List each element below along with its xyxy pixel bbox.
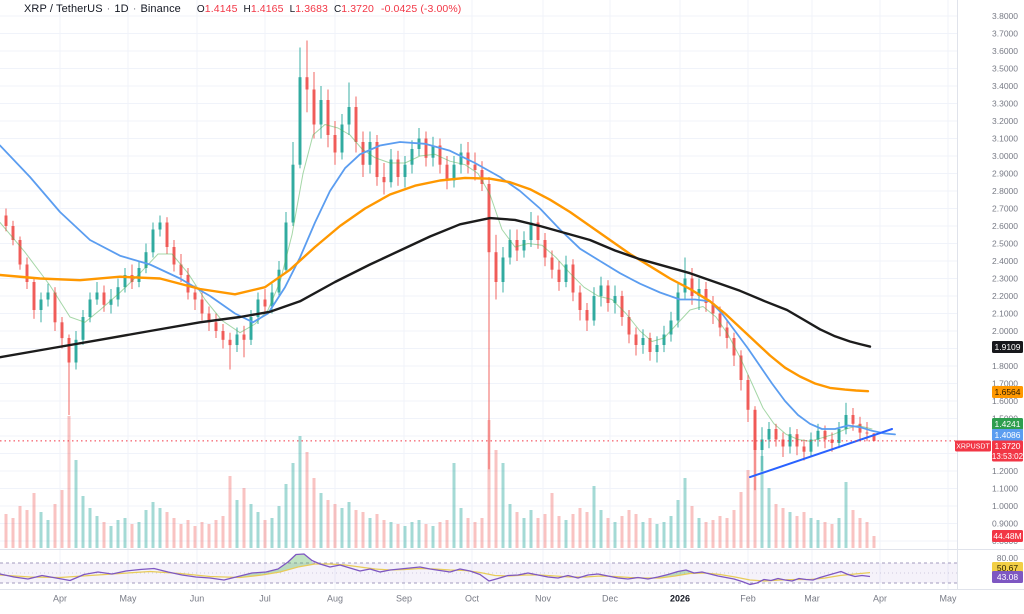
price-axis-label: 3.3000 [992, 99, 1018, 109]
price-axis-label: 2.2000 [992, 291, 1018, 301]
exchange-label[interactable]: Binance [140, 3, 181, 15]
ohlc-value: 1.4165 [250, 3, 284, 15]
price-axis-label: 3.5000 [992, 64, 1018, 74]
time-axis-label: Jun [190, 594, 205, 604]
ohlc-value: 1.3683 [295, 3, 328, 15]
price-axis-label: 2.4000 [992, 256, 1018, 266]
time-axis-label: Oct [465, 594, 480, 604]
ma-200-price-badge-text: 1.9109 [995, 342, 1021, 352]
price-axis-label: 2.1000 [992, 309, 1018, 319]
price-axis-label: 2.6000 [992, 221, 1018, 231]
ohlc-value: 1.4145 [204, 3, 238, 15]
separator-dot: · [106, 3, 111, 15]
ma-mid-blue-line [0, 141, 896, 436]
price-axis-label: 1.8000 [992, 361, 1018, 371]
chart-legend: XRP / TetherUS · 1D · Binance O1.4145 H1.4165 L… [24, 3, 461, 15]
time-axis-label: May [119, 594, 137, 604]
time-axis[interactable]: Apr May Jun Jul Aug Sep Oct Nov Dec 2026 Feb Mar Apr… [53, 594, 957, 604]
last-price-badge-text: 1.3720 [995, 441, 1021, 451]
ma-long-price-badge-text: 1.6564 [995, 387, 1021, 397]
ma-long-price-badge [992, 386, 1023, 398]
ohlc-values: O1.4145 H1.4165 L1.3683 C1.3720 [191, 3, 374, 15]
price-axis-label: 2.7000 [992, 204, 1018, 214]
price-axis-label: 1.1000 [992, 484, 1018, 494]
price-axis-label: 1.6000 [992, 396, 1018, 406]
ma-200-black-line [0, 216, 872, 359]
price-axis-label: 3.1000 [992, 134, 1018, 144]
price-axis-label: 2.9000 [992, 169, 1018, 179]
ma-mid-price-badge [992, 429, 1023, 441]
time-axis-label: Apr [53, 594, 67, 604]
rsi-overbought-fill [238, 554, 312, 578]
time-axis-label: May [939, 594, 957, 604]
price-axis-label: 1.2000 [992, 466, 1018, 476]
ma-short-green-line [0, 124, 873, 442]
rsi-pane [0, 553, 957, 586]
change-value: -0.0425 (-3.00%) [381, 3, 462, 15]
volume-bars [4, 410, 876, 548]
timeframe-label[interactable]: 1D [114, 3, 129, 15]
price-axis-label: 0.9000 [992, 519, 1018, 529]
time-axis-label: Nov [535, 594, 552, 604]
time-axis-label: Dec [602, 594, 619, 604]
candles-layer [4, 40, 876, 491]
price-axis-label: 3.8000 [992, 11, 1018, 21]
ma-short-price-badge [992, 418, 1023, 430]
time-axis-label: Mar [804, 594, 820, 604]
ma-long-orange-line [0, 176, 870, 393]
time-axis-label: Apr [873, 594, 887, 604]
rsi-axis-label: 80.00 [997, 553, 1019, 563]
separator-dot: · [132, 3, 137, 15]
price-axis-label: 2.0000 [992, 326, 1018, 336]
grid-layer [0, 0, 957, 590]
price-axis-label: 2.8000 [992, 186, 1018, 196]
rsi-ma-badge-text: 50.67 [997, 563, 1019, 573]
price-axis-label: 3.6000 [992, 46, 1018, 56]
symbol-price-tag [955, 440, 991, 452]
rsi-ma-line [0, 563, 871, 582]
rsi-line [0, 553, 871, 586]
symbol-price-tag-text: XRPUSDT [956, 444, 990, 451]
ohlc-value: 1.3720 [341, 3, 374, 15]
price-axis-label: 2.5000 [992, 239, 1018, 249]
price-axis-label: 1.0000 [992, 501, 1018, 511]
ma-200-price-badge [992, 341, 1023, 353]
price-axis-label: 3.2000 [992, 116, 1018, 126]
volume-badge-text: 44.48M [993, 531, 1021, 541]
time-axis-label: 2026 [670, 594, 690, 604]
ma-mid-price-badge-text: 1.4086 [995, 430, 1021, 440]
time-axis-label: Aug [327, 594, 343, 604]
time-axis-label: Sep [396, 594, 412, 604]
ohlc-key: L [289, 4, 296, 15]
price-axis-label: 3.7000 [992, 29, 1018, 39]
ohlc-key: H [243, 4, 251, 15]
time-axis-label: Jul [259, 594, 271, 604]
rsi-badge [992, 571, 1023, 583]
rsi-badge-text: 43.08 [997, 572, 1019, 582]
price-axis-label: 2.3000 [992, 274, 1018, 284]
price-axis-label: 1.7000 [992, 379, 1018, 389]
trend-line-drawing[interactable] [749, 428, 893, 479]
countdown-timer: 13:53:02 [992, 452, 1024, 461]
time-axis-label: Feb [740, 594, 756, 604]
price-axis-label: 3.4000 [992, 81, 1018, 91]
volume-badge [992, 530, 1023, 542]
ma-short-price-badge-text: 1.4241 [995, 419, 1021, 429]
symbol-name[interactable]: XRP / TetherUS [24, 3, 103, 15]
last-price-badge [992, 440, 1023, 462]
ohlc-key: C [333, 4, 342, 15]
ohlc-key: O [196, 4, 205, 15]
price-axis-label: 3.0000 [992, 151, 1018, 161]
